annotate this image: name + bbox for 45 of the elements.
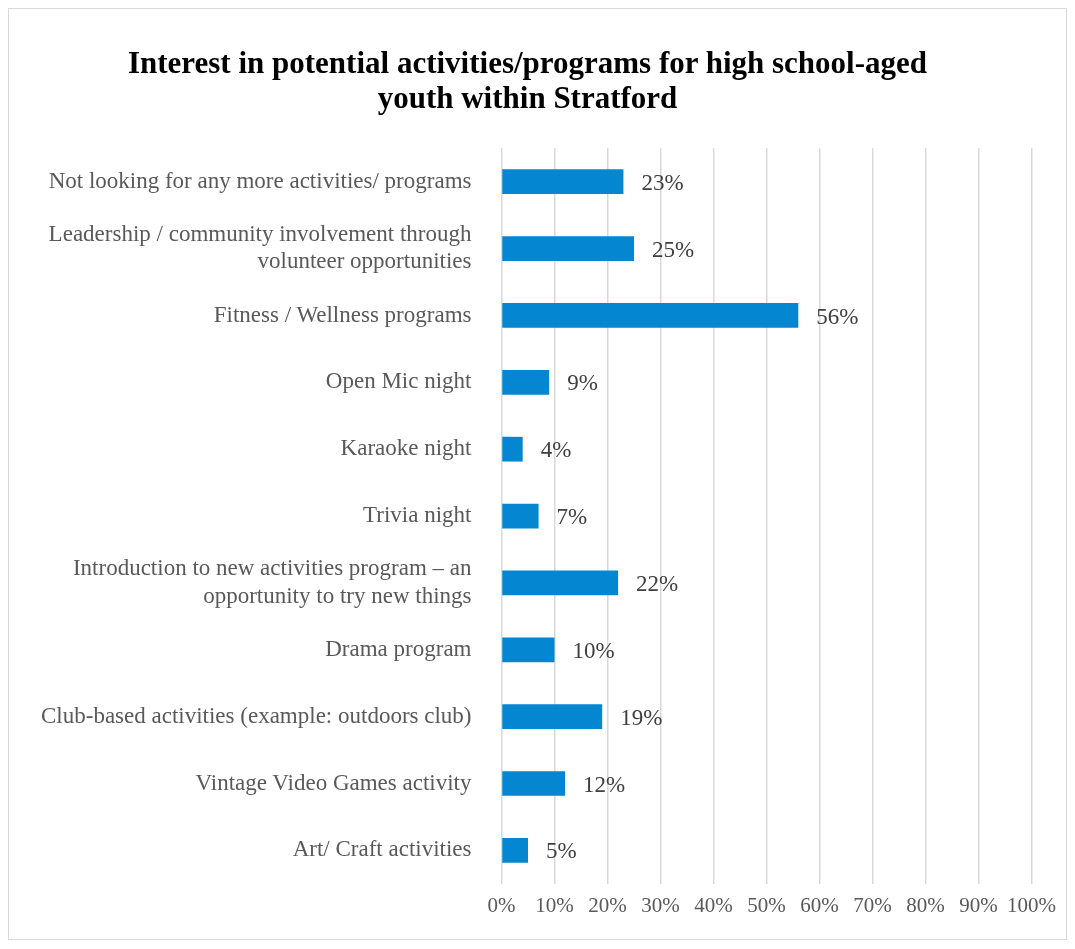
bar (502, 637, 555, 663)
data-label: 4% (540, 437, 572, 463)
x-tick-label: 60% (800, 892, 839, 917)
x-tick-label: 0% (487, 892, 516, 917)
data-label: 22% (636, 570, 679, 596)
y-tick-label: Drama program (325, 635, 472, 661)
data-label: 7% (556, 504, 588, 530)
bar (502, 771, 566, 796)
bar (502, 436, 523, 462)
x-tick-label: 70% (853, 892, 892, 917)
y-tick-label: Introduction to new activities program – an opportunity to try new things (72, 555, 472, 608)
y-tick-label: Fitness / Wellness programs (213, 301, 472, 327)
data-label: 56% (816, 303, 859, 329)
x-tick-label: 20% (588, 892, 627, 917)
bar (502, 503, 539, 529)
bar (502, 570, 619, 596)
x-tick-label: 40% (694, 892, 733, 917)
bar (502, 369, 550, 395)
bar (502, 838, 528, 863)
bar (502, 169, 624, 195)
data-label: 12% (583, 771, 626, 797)
x-tick-label: 100% (1007, 892, 1056, 917)
chart-title: Interest in potential activities/programs for high school-aged youth within Stratford (127, 44, 928, 116)
x-tick-label: 80% (906, 892, 945, 917)
y-tick-label: Leadership / community involvement through volunteer opportunities (48, 220, 472, 274)
y-tick-label: Club-based activities (example: outdoors club) (41, 702, 472, 728)
data-label: 23% (641, 169, 684, 195)
y-tick-label: Not looking for any more activities/ programs (48, 167, 472, 193)
data-label: 9% (567, 370, 598, 396)
y-tick-label: Art/ Craft activities (292, 836, 472, 862)
y-tick-label: Vintage Video Games activity (195, 769, 472, 795)
x-tick-label: 10% (535, 892, 574, 917)
bar (502, 704, 603, 730)
bar (502, 303, 799, 328)
y-tick-label: Karaoke night (340, 435, 473, 461)
y-tick-label: Open Mic night (325, 368, 473, 394)
data-label: 5% (546, 838, 577, 864)
x-tick-label: 50% (747, 892, 786, 917)
data-label: 19% (620, 704, 663, 730)
x-tick-label: 30% (641, 892, 680, 917)
data-label: 25% (652, 236, 695, 262)
bar (502, 236, 634, 261)
y-tick-label: Trivia night (363, 502, 473, 528)
x-tick-label: 90% (959, 892, 998, 917)
data-label: 10% (572, 637, 615, 663)
